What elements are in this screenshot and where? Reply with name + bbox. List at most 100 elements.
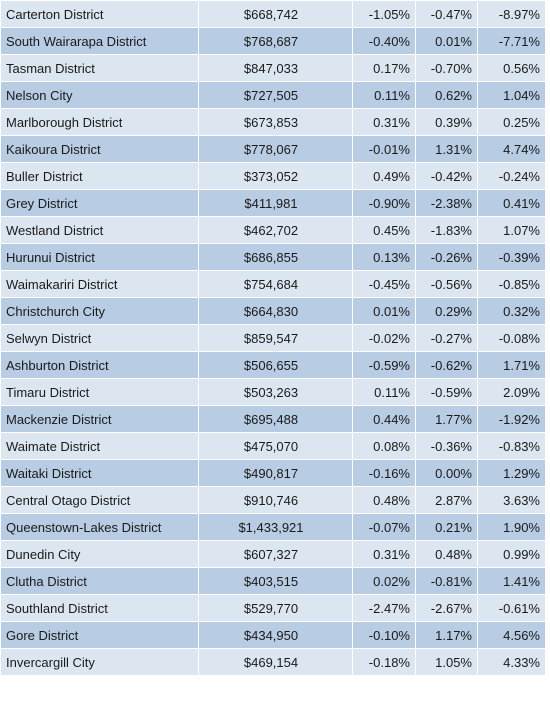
percent-cell: 0.31% [352,540,416,568]
district-cell: Queenstown-Lakes District [0,513,199,541]
percent-cell: 0.00% [415,459,478,487]
price-cell: $727,505 [198,81,353,109]
percent-cell: -0.02% [352,324,416,352]
district-cell: Mackenzie District [0,405,199,433]
percent-cell: -2.47% [352,594,416,622]
table-row: Buller District $373,052 0.49% -0.42% -0.24% [0,162,546,190]
percent-cell: -0.36% [415,432,478,460]
district-cell: Marlborough District [0,108,199,136]
district-cell: Southland District [0,594,199,622]
percent-cell: -0.18% [352,648,416,676]
percent-cell: -1.83% [415,216,478,244]
table-row: Southland District $529,770 -2.47% -2.67% -0… [0,594,546,622]
district-cell: Carterton District [0,0,199,28]
price-cell: $490,817 [198,459,353,487]
percent-cell: -7.71% [477,27,546,55]
percent-cell: 0.62% [415,81,478,109]
table-row: Waimakariri District $754,684 -0.45% -0.56%… [0,270,546,298]
percent-cell: -8.97% [477,0,546,28]
district-cell: Waimate District [0,432,199,460]
percent-cell: 2.87% [415,486,478,514]
price-cell: $607,327 [198,540,353,568]
percent-cell: -0.61% [477,594,546,622]
table-row: Ashburton District $506,655 -0.59% -0.62% 1.… [0,351,546,379]
percent-cell: 0.17% [352,54,416,82]
table-row: Clutha District $403,515 0.02% -0.81% 1.41% [0,567,546,595]
percent-cell: -1.05% [352,0,416,28]
table-row: Waimate District $475,070 0.08% -0.36% -0.83… [0,432,546,460]
percent-cell: -0.42% [415,162,478,190]
percent-cell: 4.74% [477,135,546,163]
percent-cell: 0.48% [415,540,478,568]
table-row: Grey District $411,981 -0.90% -2.38% 0.41% [0,189,546,217]
price-cell: $1,433,921 [198,513,353,541]
percent-cell: 0.01% [352,297,416,325]
percent-cell: 1.29% [477,459,546,487]
percent-cell: -0.26% [415,243,478,271]
percent-cell: 1.77% [415,405,478,433]
percent-cell: -0.81% [415,567,478,595]
price-cell: $506,655 [198,351,353,379]
district-cell: Westland District [0,216,199,244]
percent-cell: 4.33% [477,648,546,676]
percent-cell: 0.39% [415,108,478,136]
price-cell: $668,742 [198,0,353,28]
percent-cell: -0.24% [477,162,546,190]
price-cell: $434,950 [198,621,353,649]
percent-cell: 0.56% [477,54,546,82]
district-cell: Hurunui District [0,243,199,271]
price-cell: $529,770 [198,594,353,622]
percent-cell: 0.11% [352,81,416,109]
percent-cell: 1.04% [477,81,546,109]
percent-cell: 0.11% [352,378,416,406]
percent-cell: -0.90% [352,189,416,217]
district-cell: Tasman District [0,54,199,82]
percent-cell: -0.70% [415,54,478,82]
table-row: Mackenzie District $695,488 0.44% 1.77% -1.9… [0,405,546,433]
district-cell: Gore District [0,621,199,649]
district-cell: Central Otago District [0,486,199,514]
table-row: Invercargill City $469,154 -0.18% 1.05% 4.33… [0,648,546,676]
price-cell: $754,684 [198,270,353,298]
percent-cell: -0.08% [477,324,546,352]
district-cell: Invercargill City [0,648,199,676]
district-cell: Clutha District [0,567,199,595]
percent-cell: -0.39% [477,243,546,271]
percent-cell: -0.56% [415,270,478,298]
price-cell: $373,052 [198,162,353,190]
price-cell: $411,981 [198,189,353,217]
district-cell: Christchurch City [0,297,199,325]
table-row: Tasman District $847,033 0.17% -0.70% 0.56% [0,54,546,82]
table-body: Carterton District $668,742 -1.05% -0.47% -8… [0,0,546,676]
district-cell: South Wairarapa District [0,27,199,55]
percent-cell: 1.71% [477,351,546,379]
district-cell: Waitaki District [0,459,199,487]
percent-cell: 0.45% [352,216,416,244]
district-cell: Grey District [0,189,199,217]
district-cell: Dunedin City [0,540,199,568]
table-row: Queenstown-Lakes District $1,433,921 -0.07… [0,513,546,541]
data-table: Carterton District $668,742 -1.05% -0.47% -8… [0,0,546,676]
percent-cell: -2.38% [415,189,478,217]
price-cell: $859,547 [198,324,353,352]
percent-cell: 0.01% [415,27,478,55]
table-row: Dunedin City $607,327 0.31% 0.48% 0.99% [0,540,546,568]
price-cell: $910,746 [198,486,353,514]
percent-cell: -0.07% [352,513,416,541]
district-cell: Selwyn District [0,324,199,352]
percent-cell: -0.45% [352,270,416,298]
table-row: Selwyn District $859,547 -0.02% -0.27% -0.08… [0,324,546,352]
percent-cell: -0.62% [415,351,478,379]
percent-cell: 0.44% [352,405,416,433]
district-cell: Buller District [0,162,199,190]
percent-cell: 0.99% [477,540,546,568]
percent-cell: -0.40% [352,27,416,55]
percent-cell: 0.49% [352,162,416,190]
percent-cell: -0.01% [352,135,416,163]
percent-cell: 0.25% [477,108,546,136]
price-cell: $403,515 [198,567,353,595]
district-cell: Waimakariri District [0,270,199,298]
percent-cell: 1.05% [415,648,478,676]
price-cell: $469,154 [198,648,353,676]
